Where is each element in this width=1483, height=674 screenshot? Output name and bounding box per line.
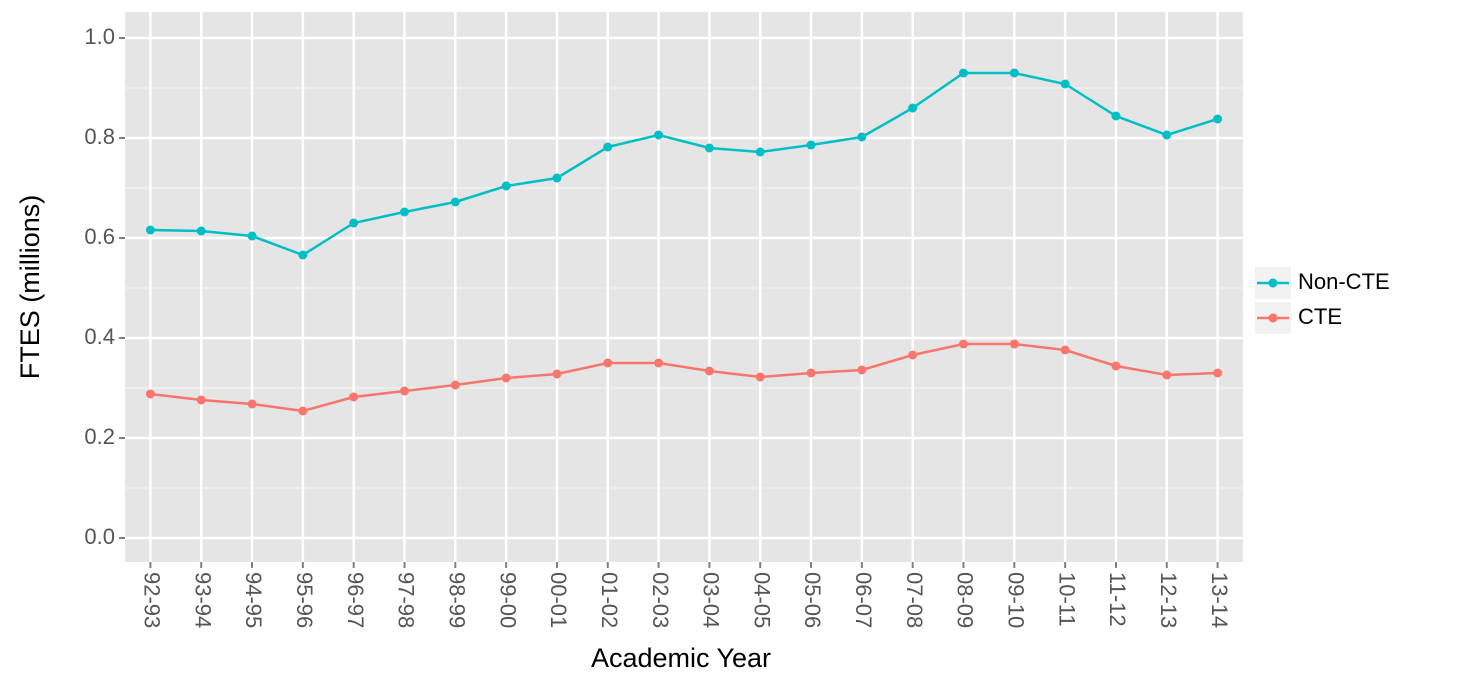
data-point — [349, 392, 359, 402]
x-tick-label: 05-06 — [800, 572, 825, 628]
data-point — [755, 372, 765, 382]
y-axis-title: FTES (millions) — [15, 195, 45, 380]
data-point — [1111, 111, 1121, 121]
data-point — [1213, 368, 1223, 378]
data-point — [400, 386, 409, 396]
data-point — [806, 140, 816, 150]
series-line — [150, 342, 1218, 413]
data-point — [196, 226, 206, 236]
x-tick-label: 06-07 — [851, 572, 876, 628]
x-tick-label: 12-13 — [1156, 572, 1181, 628]
x-tick-label: 01-02 — [597, 572, 622, 628]
data-point — [247, 231, 257, 241]
data-point — [1009, 339, 1019, 349]
data-point — [1009, 68, 1019, 78]
x-tick-label: 92-93 — [140, 572, 165, 628]
legend-label: Non-CTE — [1298, 269, 1390, 294]
data-point — [755, 147, 765, 157]
data-point — [196, 395, 206, 405]
data-point — [908, 350, 918, 360]
data-point — [1060, 79, 1070, 89]
x-tick-label: 07-08 — [902, 572, 927, 628]
data-point — [552, 369, 562, 379]
x-axis-title: Academic Year — [591, 643, 771, 673]
data-point — [501, 373, 511, 383]
data-point — [654, 358, 664, 368]
data-point — [704, 366, 714, 376]
data-point — [298, 250, 308, 260]
data-point — [349, 218, 359, 228]
y-tick-label: 0.6 — [84, 224, 115, 249]
x-tick-label: 98-99 — [445, 572, 470, 628]
data-point — [603, 358, 613, 368]
data-point — [959, 68, 968, 78]
data-point — [1060, 345, 1070, 355]
x-tick-label: 11-12 — [1105, 572, 1130, 627]
data-point — [654, 130, 664, 140]
x-tick-label: 04-05 — [749, 572, 774, 628]
data-point — [247, 399, 257, 409]
data-point — [501, 181, 511, 191]
data-point — [450, 380, 460, 390]
y-tick-label: 0.8 — [84, 124, 115, 149]
panel — [125, 12, 1243, 562]
data-point — [145, 225, 155, 235]
x-tick-label: 02-03 — [648, 572, 673, 628]
x-tick-label: 10-11 — [1054, 572, 1079, 627]
legend-point — [1268, 278, 1278, 288]
data-point — [704, 143, 714, 153]
data-point — [400, 207, 409, 217]
x-tick-label: 99-00 — [495, 572, 520, 628]
x-tick-label: 96-97 — [343, 572, 368, 628]
data-point — [857, 365, 867, 375]
series-line — [150, 71, 1218, 257]
x-tick-label: 93-94 — [190, 572, 215, 628]
data-point — [1162, 370, 1172, 380]
y-tick-label: 0.0 — [84, 524, 115, 549]
data-point — [806, 368, 816, 378]
y-tick-label: 0.4 — [84, 324, 115, 349]
data-point — [908, 103, 918, 113]
y-tick-label: 1.0 — [84, 24, 115, 49]
x-tick-label: 00-01 — [546, 572, 571, 628]
data-point — [603, 142, 613, 152]
y-tick-label: 0.2 — [84, 424, 115, 449]
legend-label: CTE — [1298, 304, 1342, 329]
data-point — [1111, 361, 1121, 371]
x-tick-label: 03-04 — [699, 572, 724, 628]
data-point — [450, 197, 460, 207]
data-point — [552, 173, 562, 183]
data-point — [959, 339, 968, 349]
data-point — [1213, 114, 1223, 124]
x-tick-label: 08-09 — [953, 572, 978, 628]
x-tick-label: 94-95 — [241, 572, 266, 628]
legend-point — [1268, 313, 1278, 323]
data-point — [857, 132, 867, 142]
data-point — [145, 389, 155, 399]
x-tick-label: 97-98 — [394, 572, 419, 628]
x-tick-label: 95-96 — [292, 572, 317, 628]
x-tick-label: 09-10 — [1004, 572, 1029, 628]
data-point — [298, 406, 308, 416]
x-tick-label: 13-14 — [1207, 572, 1232, 628]
data-point — [1162, 130, 1172, 140]
